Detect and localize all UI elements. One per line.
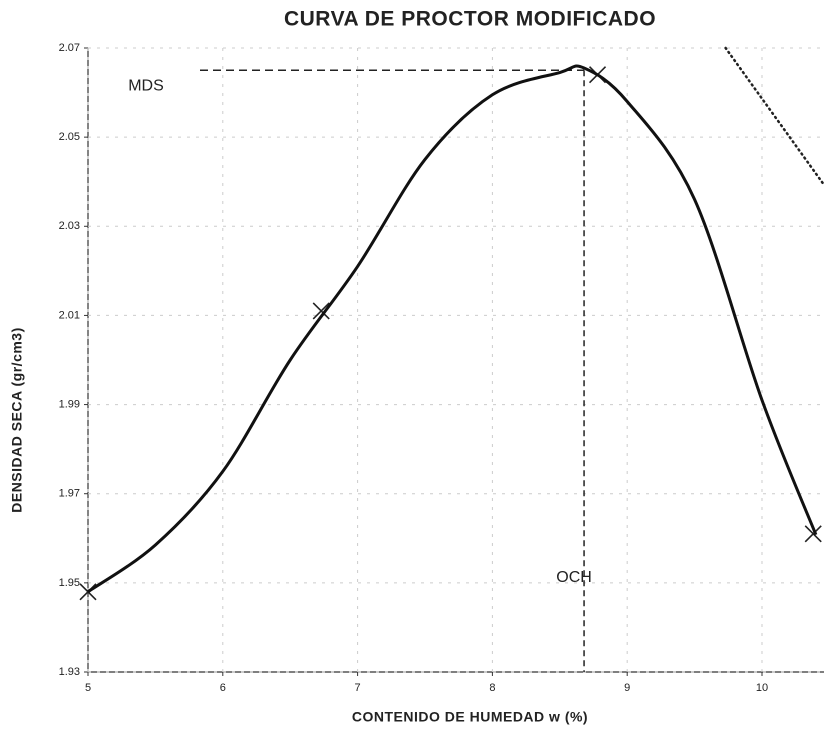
x-tick-label: 7	[355, 682, 361, 694]
marker	[312, 302, 330, 320]
y-tick-label: 2.07	[59, 42, 80, 54]
curve	[87, 64, 818, 594]
x-tick-label: 8	[489, 682, 495, 694]
x-tick-label: 5	[85, 682, 91, 694]
annotation: MDS	[128, 78, 164, 95]
y-tick-label: 2.01	[59, 309, 80, 321]
y-tick-label: 1.95	[59, 577, 80, 589]
x-tick-label: 10	[756, 682, 768, 694]
curve	[724, 46, 824, 187]
marker	[804, 525, 822, 543]
y-tick-label: 1.93	[59, 666, 80, 678]
y-tick-label: 1.97	[59, 488, 80, 500]
x-axis-label: CONTENIDO DE HUMEDAD w (%)	[352, 709, 588, 725]
x-tick-label: 6	[220, 682, 226, 694]
y-tick-label: 1.99	[59, 398, 80, 410]
x-tick-label: 9	[624, 682, 630, 694]
y-axis-label: DENSIDAD SECA (gr/cm3)	[9, 327, 25, 513]
annotation: OCH	[556, 569, 592, 586]
chart-title: CURVA DE PROCTOR MODIFICADO	[284, 8, 656, 31]
y-tick-label: 2.05	[59, 131, 80, 143]
y-tick-label: 2.03	[59, 220, 80, 232]
